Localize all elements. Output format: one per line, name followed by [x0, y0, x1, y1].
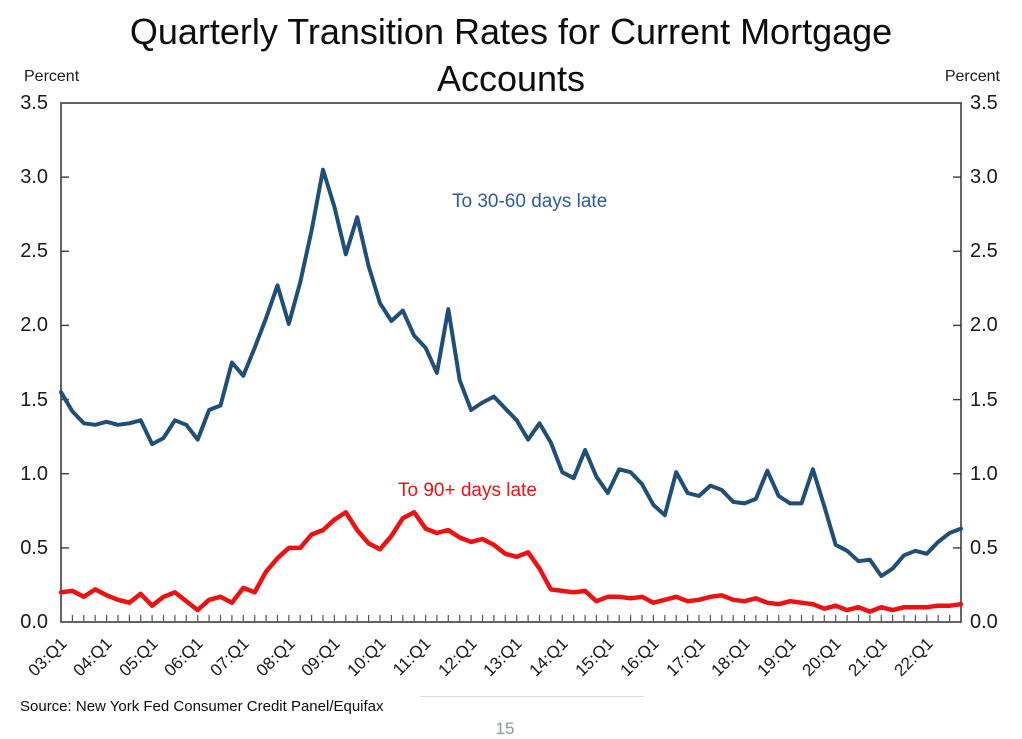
- y-tick-label: 3.0: [20, 166, 48, 189]
- chart-title: Quarterly Transition Rates for Current M…: [0, 8, 1022, 102]
- plot-border: [60, 102, 962, 623]
- footer-divider: [420, 696, 644, 697]
- y-axis-unit-right: Percent: [944, 68, 1000, 85]
- y-tick-label: 1.0: [20, 462, 48, 485]
- series-label-30-60-days: To 30-60 days late: [452, 191, 608, 212]
- y-tick-label: 2.5: [970, 240, 998, 263]
- y-tick-label: 1.0: [970, 462, 998, 485]
- y-tick-label: 1.5: [20, 388, 48, 411]
- y-tick-label: 2.0: [970, 314, 998, 337]
- chart-title-line1: Quarterly Transition Rates for Current M…: [129, 11, 893, 52]
- y-tick-label: 3.5: [970, 92, 998, 114]
- series-label-90-plus-days: To 90+ days late: [398, 480, 537, 501]
- source-note: Source: New York Fed Consumer Credit Pan…: [20, 698, 384, 715]
- y-tick-label: 0.0: [20, 611, 48, 633]
- chart-title-line2: Accounts: [436, 58, 586, 99]
- series-line-90-plus-days: [58, 510, 964, 614]
- y-tick-label: 1.5: [970, 388, 998, 411]
- y-tick-label: 0.5: [20, 536, 48, 559]
- y-tick-label: 3.0: [970, 166, 998, 189]
- y-axis-unit-left: Percent: [24, 68, 80, 85]
- y-tick-label: 3.5: [20, 92, 48, 114]
- y-tick-label: 2.5: [20, 240, 48, 263]
- y-tick-label: 0.0: [970, 611, 998, 633]
- y-tick-label: 2.0: [20, 314, 48, 337]
- series-line-30-60-days: [59, 167, 963, 578]
- page-number: 15: [495, 719, 515, 738]
- y-tick-label: 0.5: [970, 536, 998, 559]
